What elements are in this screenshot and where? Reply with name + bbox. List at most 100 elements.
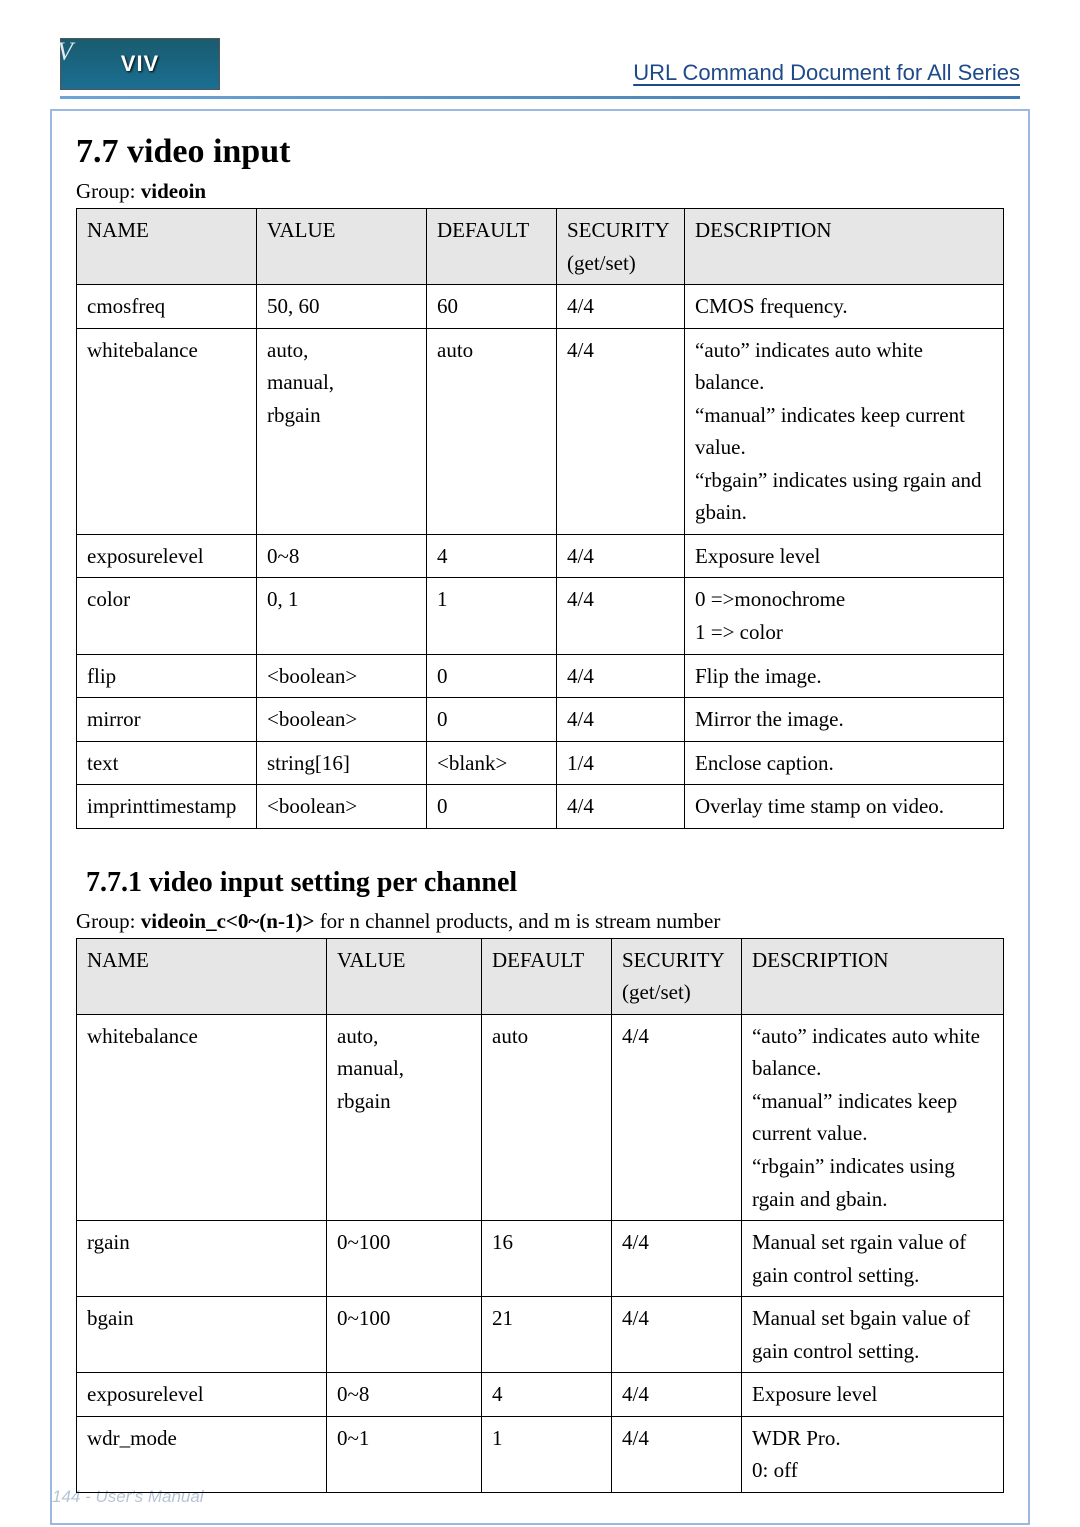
spec-table-2: NAME VALUE DEFAULT SECURITY (get/set) DE… <box>76 938 1004 1493</box>
section-heading: 7.7 video input <box>76 133 1004 171</box>
cell-value: <boolean> <box>257 698 427 742</box>
table-row: mirror<boolean>04/4Mirror the image. <box>77 698 1004 742</box>
cell-value: auto,manual,rbgain <box>257 328 427 534</box>
cell-value: 0~8 <box>257 534 427 578</box>
cell-value: 0~100 <box>327 1221 482 1297</box>
brand-logo: V VIV <box>60 38 220 90</box>
cell-security: 4/4 <box>557 698 685 742</box>
table-header-row: NAME VALUE DEFAULT SECURITY (get/set) DE… <box>77 938 1004 1014</box>
table-row: exposurelevel0~844/4Exposure level <box>77 534 1004 578</box>
cell-security: 4/4 <box>612 1014 742 1220</box>
col-value: VALUE <box>327 938 482 1014</box>
cell-default: 0 <box>427 654 557 698</box>
cell-default: 0 <box>427 785 557 829</box>
spec-table-1: NAME VALUE DEFAULT SECURITY (get/set) DE… <box>76 208 1004 829</box>
cell-name: cmosfreq <box>77 285 257 329</box>
table-row: wdr_mode0~114/4WDR Pro.0: off <box>77 1416 1004 1492</box>
table-row: flip<boolean>04/4Flip the image. <box>77 654 1004 698</box>
cell-description: Overlay time stamp on video. <box>685 785 1004 829</box>
cell-value: 50, 60 <box>257 285 427 329</box>
col-default: DEFAULT <box>427 209 557 285</box>
cell-value: auto,manual,rbgain <box>327 1014 482 1220</box>
cell-description: Flip the image. <box>685 654 1004 698</box>
table-row: color0, 114/40 =>monochrome1 => color <box>77 578 1004 654</box>
col-security: SECURITY (get/set) <box>557 209 685 285</box>
table-row: bgain0~100214/4Manual set bgain value of… <box>77 1297 1004 1373</box>
cell-security: 4/4 <box>612 1373 742 1417</box>
table-header-row: NAME VALUE DEFAULT SECURITY (get/set) DE… <box>77 209 1004 285</box>
cell-default: 4 <box>482 1373 612 1417</box>
cell-description: 0 =>monochrome1 => color <box>685 578 1004 654</box>
cell-name: color <box>77 578 257 654</box>
table-row: textstring[16]<blank>1/4Enclose caption. <box>77 741 1004 785</box>
cell-value: 0~100 <box>327 1297 482 1373</box>
table-row: whitebalanceauto,manual,rbgainauto4/4“au… <box>77 1014 1004 1220</box>
col-description: DESCRIPTION <box>742 938 1004 1014</box>
cell-name: rgain <box>77 1221 327 1297</box>
col-description: DESCRIPTION <box>685 209 1004 285</box>
table-row: whitebalanceauto,manual,rbgainauto4/4“au… <box>77 328 1004 534</box>
col-name: NAME <box>77 209 257 285</box>
cell-default: 4 <box>427 534 557 578</box>
subsection-heading: 7.7.1 video input setting per channel <box>86 867 1004 899</box>
cell-name: imprinttimestamp <box>77 785 257 829</box>
cell-default: auto <box>482 1014 612 1220</box>
group-suffix: for n channel products, and m is stream … <box>314 909 720 933</box>
content-frame: 7.7 video input Group: videoin NAME VALU… <box>50 109 1030 1525</box>
cell-name: exposurelevel <box>77 1373 327 1417</box>
logo-text: VIV <box>121 51 159 77</box>
table-row: exposurelevel0~844/4Exposure level <box>77 1373 1004 1417</box>
cell-name: text <box>77 741 257 785</box>
cell-name: bgain <box>77 1297 327 1373</box>
cell-description: Manual set bgain value of gain control s… <box>742 1297 1004 1373</box>
cell-default: 60 <box>427 285 557 329</box>
group-line-1: Group: videoin <box>76 179 1004 204</box>
cell-description: Manual set rgain value of gain control s… <box>742 1221 1004 1297</box>
cell-security: 4/4 <box>557 328 685 534</box>
col-name: NAME <box>77 938 327 1014</box>
cell-name: mirror <box>77 698 257 742</box>
cell-default: 0 <box>427 698 557 742</box>
cell-description: CMOS frequency. <box>685 285 1004 329</box>
cell-value: 0~1 <box>327 1416 482 1492</box>
cell-description: “auto” indicates auto white balance.“man… <box>685 328 1004 534</box>
cell-value: 0, 1 <box>257 578 427 654</box>
col-security: SECURITY (get/set) <box>612 938 742 1014</box>
cell-security: 4/4 <box>557 654 685 698</box>
cell-security: 1/4 <box>557 741 685 785</box>
cell-security: 4/4 <box>557 578 685 654</box>
cell-name: wdr_mode <box>77 1416 327 1492</box>
cell-default: auto <box>427 328 557 534</box>
cell-security: 4/4 <box>612 1221 742 1297</box>
cell-description: Exposure level <box>685 534 1004 578</box>
cell-security: 4/4 <box>612 1297 742 1373</box>
col-value: VALUE <box>257 209 427 285</box>
cell-value: 0~8 <box>327 1373 482 1417</box>
cell-default: <blank> <box>427 741 557 785</box>
group-prefix: Group: <box>76 179 141 203</box>
table-row: rgain0~100164/4Manual set rgain value of… <box>77 1221 1004 1297</box>
cell-description: Enclose caption. <box>685 741 1004 785</box>
cell-name: exposurelevel <box>77 534 257 578</box>
page-header-title: URL Command Document for All Series <box>633 60 1020 90</box>
col-default: DEFAULT <box>482 938 612 1014</box>
cell-security: 4/4 <box>557 534 685 578</box>
group-prefix: Group: <box>76 909 141 933</box>
cell-security: 4/4 <box>557 785 685 829</box>
cell-name: whitebalance <box>77 1014 327 1220</box>
cell-description: “auto” indicates auto white balance.“man… <box>742 1014 1004 1220</box>
cell-security: 4/4 <box>612 1416 742 1492</box>
logo-accent: V <box>57 37 73 67</box>
cell-default: 1 <box>427 578 557 654</box>
header-divider <box>60 96 1020 99</box>
cell-security: 4/4 <box>557 285 685 329</box>
cell-description: Exposure level <box>742 1373 1004 1417</box>
cell-default: 21 <box>482 1297 612 1373</box>
cell-name: whitebalance <box>77 328 257 534</box>
cell-value: string[16] <box>257 741 427 785</box>
cell-name: flip <box>77 654 257 698</box>
cell-description: Mirror the image. <box>685 698 1004 742</box>
cell-value: <boolean> <box>257 654 427 698</box>
cell-value: <boolean> <box>257 785 427 829</box>
cell-description: WDR Pro.0: off <box>742 1416 1004 1492</box>
